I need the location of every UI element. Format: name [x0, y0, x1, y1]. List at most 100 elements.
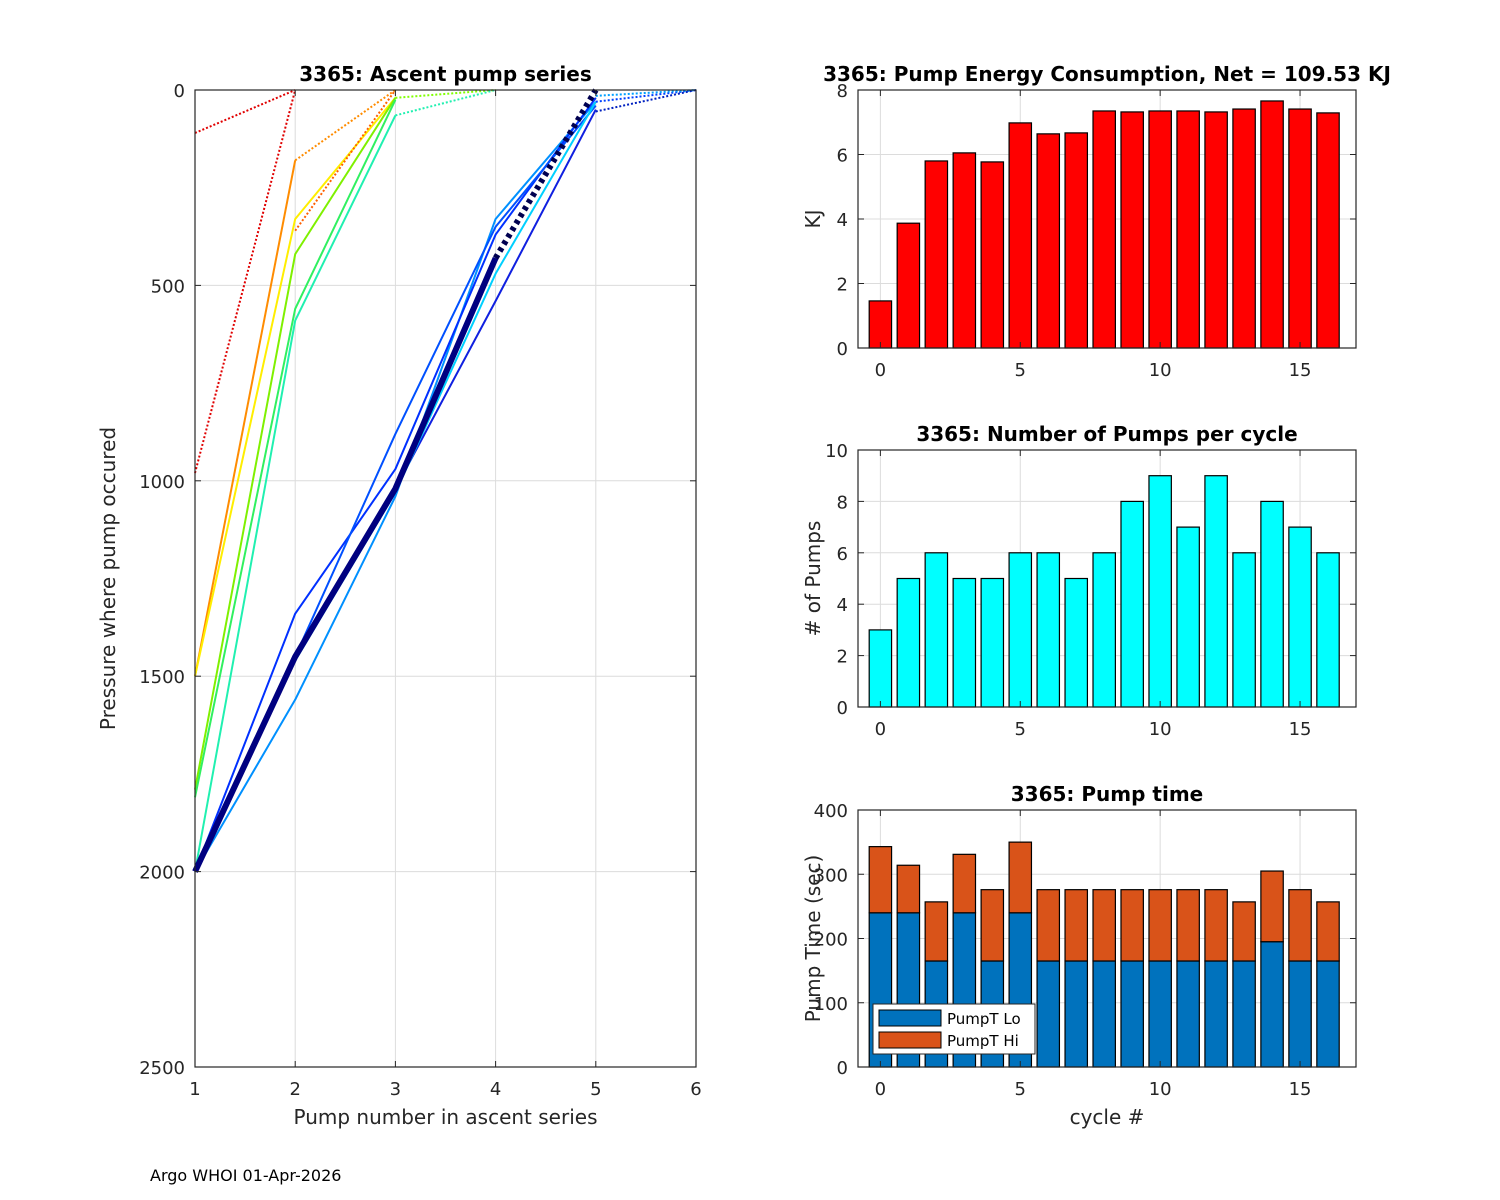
y-axis-label: KJ [801, 209, 825, 228]
bar [1204, 111, 1228, 349]
bar [1316, 552, 1340, 708]
series-line [294, 89, 396, 162]
bar-pumpt-hi [1008, 841, 1033, 914]
y-tick-label: 2 [837, 275, 848, 296]
bar [1260, 100, 1284, 349]
bar-pumpt-hi [1036, 889, 1061, 962]
series-line [192, 256, 499, 873]
bar-pumpt-lo [1036, 960, 1061, 1068]
x-tick-label: 3 [390, 1079, 401, 1100]
legend-label: PumpT Lo [947, 1010, 1021, 1028]
bar [1288, 108, 1312, 349]
bar [1092, 110, 1116, 349]
x-tick-label: 15 [1289, 360, 1312, 381]
series-line [194, 89, 296, 134]
bar [1176, 110, 1200, 349]
series-line [493, 88, 599, 260]
x-tick-label: 6 [690, 1079, 701, 1100]
bar [1008, 122, 1033, 349]
x-tick-label: 5 [1015, 360, 1026, 381]
x-tick-label: 5 [1015, 719, 1026, 740]
bar [1120, 500, 1144, 708]
chart-title: 3365: Pump time [1011, 782, 1203, 806]
series-line [595, 89, 697, 113]
legend-swatch [878, 1009, 942, 1027]
bar [1148, 475, 1172, 708]
x-axis-label: Pump number in ascent series [293, 1105, 597, 1129]
series-line [194, 89, 297, 474]
bar [896, 222, 921, 349]
bar [1232, 108, 1256, 349]
x-tick-label: 2 [289, 1079, 300, 1100]
x-tick-label: 0 [875, 719, 886, 740]
bar-pumpt-lo [1064, 960, 1089, 1068]
bar-pumpt-hi [1148, 889, 1172, 962]
bar-pumpt-hi [1204, 889, 1228, 962]
x-tick-label: 15 [1289, 719, 1312, 740]
bar [1260, 500, 1284, 708]
bar [1232, 552, 1256, 708]
series-line [595, 89, 697, 97]
bar [1120, 111, 1144, 349]
bar-pumpt-hi [868, 846, 893, 914]
x-tick-label: 10 [1149, 719, 1172, 740]
y-tick-label: 100 [814, 994, 848, 1015]
bar [1288, 526, 1312, 708]
y-tick-label: 0 [837, 339, 848, 360]
bar [924, 160, 949, 349]
y-tick-label: 500 [151, 276, 185, 297]
y-tick-label: 8 [837, 81, 848, 102]
x-axis-label: cycle # [1070, 1105, 1145, 1129]
bar-pumpt-hi [1064, 889, 1089, 962]
bar [1064, 132, 1089, 349]
series-line [395, 89, 496, 99]
footer-text: Argo WHOI 01-Apr-2026 [150, 1166, 342, 1185]
bar-pumpt-lo [1316, 960, 1340, 1068]
y-tick-label: 4 [837, 595, 848, 616]
series-line [595, 89, 697, 103]
series-line [294, 89, 397, 232]
bar [896, 577, 921, 708]
x-tick-label: 1 [189, 1079, 200, 1100]
y-tick-label: 300 [814, 865, 848, 886]
bar [1316, 112, 1340, 349]
chart-title: 3365: Ascent pump series [299, 62, 592, 86]
axes-box [857, 449, 1357, 708]
bar [980, 161, 1005, 349]
series-line [194, 99, 397, 798]
chart-npumps: 0 5 10 15 0 2 4 6 8 10 3365: Number of Pumps per c… [801, 422, 1357, 740]
bar [1008, 552, 1033, 708]
bar-pumpt-hi [924, 901, 949, 962]
bar-pumpt-lo [1176, 960, 1200, 1068]
y-tick-label: 2000 [139, 863, 185, 884]
bar-pumpt-hi [1260, 870, 1284, 943]
chart-title: 3365: Number of Pumps per cycle [916, 422, 1297, 446]
bar [924, 552, 949, 708]
y-tick-label: 0 [837, 698, 848, 719]
bar-pumpt-lo [1092, 960, 1116, 1068]
bar-pumpt-lo [1204, 960, 1228, 1068]
bar-pumpt-hi [896, 864, 921, 914]
bar-pumpt-hi [1092, 889, 1116, 962]
y-tick-label: 6 [837, 146, 848, 167]
bar [952, 577, 977, 708]
y-axis-label: Pump Time (sec) [801, 855, 825, 1023]
y-tick-label: 6 [837, 544, 848, 565]
bar [868, 300, 893, 349]
series-line [194, 97, 597, 872]
bar-pumpt-lo [1148, 960, 1172, 1068]
series-line [194, 101, 597, 873]
x-tick-label: 15 [1289, 1079, 1312, 1100]
x-tick-label: 0 [875, 360, 886, 381]
y-tick-label: 200 [814, 930, 848, 951]
legend-swatch [878, 1031, 942, 1049]
y-axis-label: # of Pumps [801, 521, 825, 637]
series-line [194, 97, 397, 677]
bar-pumpt-hi [1288, 889, 1312, 962]
series-line [194, 97, 397, 790]
x-tick-label: 5 [1015, 1079, 1026, 1100]
bar-pumpt-lo [1120, 960, 1144, 1068]
series-line [395, 89, 496, 117]
bar [980, 577, 1005, 708]
